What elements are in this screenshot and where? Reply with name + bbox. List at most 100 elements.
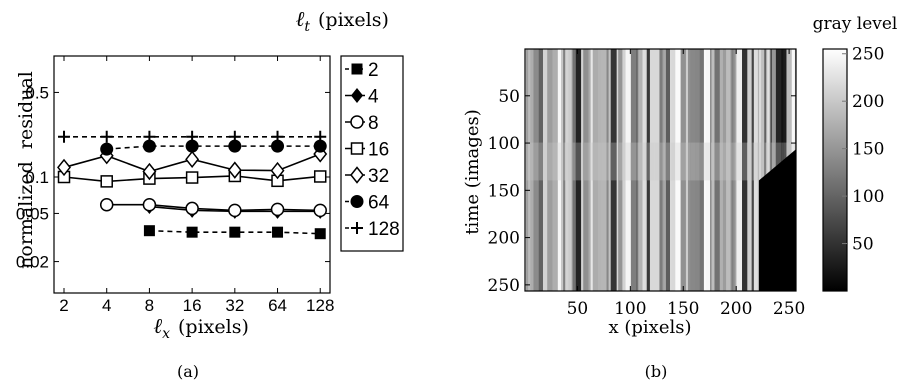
panel-a-y-tick-labels: 0.02 0.05 0.1 0.5 [16,83,49,271]
image-column-band [583,142,587,181]
image-column-band [586,142,589,181]
image-column-band [616,142,618,181]
image-column-band [547,142,553,181]
image-column-band [654,142,660,181]
data-point [314,130,327,143]
image-column-band [601,142,607,181]
y-tick-label: 0.02 [16,253,49,272]
image-column-band [770,142,772,181]
colorbar-tick-label: 250 [852,45,884,65]
data-point [185,150,200,169]
black-region [758,149,796,291]
data-point [58,130,71,143]
panel-b-ticks: 50 100 150 200 250 50 100 150 200 250 [488,49,805,319]
series-line [106,203,321,212]
image-column-band [528,142,531,181]
caption-b: (b) [645,362,668,381]
data-point [351,88,363,103]
image-column-band [630,142,637,181]
image-column-band [637,142,639,181]
image-column-band [571,142,573,181]
x-tick-label: 64 [268,296,287,315]
data-point [313,203,327,218]
y-tick-label: 250 [488,276,520,296]
series-line [106,145,321,150]
colorbar-label: gray level [813,14,898,34]
image-column-band [644,142,648,181]
image-column-band [557,142,562,181]
image-column-band [752,142,754,181]
image-column-band [525,142,527,181]
data-point [271,130,284,143]
data-point [186,130,199,143]
image-column-band [617,142,619,181]
x-tick-label: 150 [667,299,699,319]
y-tick-label: 100 [488,134,520,154]
x-tick-label: 2 [59,296,68,315]
data-point [350,115,364,129]
x-tick-label: 8 [145,296,154,315]
image-column-band [581,142,584,181]
image-column-band [636,142,638,181]
data-point [99,197,114,212]
data-point [351,63,363,75]
legend-label: 16 [368,140,389,161]
data-point [270,161,285,180]
panel-a-series [57,130,328,240]
image-column-band [771,142,777,181]
series-8 [99,197,327,218]
image-column-band [757,142,760,181]
image-column-band [714,142,721,181]
image-column-band [761,142,765,181]
colorbar-tick-label: 200 [852,92,884,112]
image-column-band [751,142,753,181]
image-column-band [670,142,672,181]
panel-a-x-axis-unit: (pixels) [178,316,249,338]
image-column-band [662,142,666,181]
colorbar-ticks: 50 100 150 200 250 [842,45,884,255]
image-column-band [638,142,643,181]
image-column-band [695,142,700,181]
data-point [100,130,113,143]
legend-label: 8 [368,113,379,134]
colorbar-tick-label: 150 [852,140,884,160]
image-column-band [703,142,707,181]
series-2 [143,225,326,240]
x-tick-label: 50 [567,299,589,319]
data-point [100,142,114,156]
data-point [351,222,363,234]
x-tick-label: 250 [773,299,805,319]
legend: 2 4 8 16 32 64 128 [345,60,400,240]
image-column-band [710,142,712,181]
y-tick-label: 50 [498,87,520,107]
data-point [270,202,285,217]
image-column-band [764,142,767,181]
data-point [142,139,156,153]
image-column-band [742,142,748,181]
legend-entry-128: 128 [345,219,400,240]
legend-entry-4: 4 [345,87,379,108]
panel-b-heatmap: 50 100 150 200 250 50 100 150 200 250 time (image… [462,14,897,381]
legend-entry-8: 8 [345,113,379,134]
legend-entry-32: 32 [345,166,389,187]
image-column-band [530,142,534,181]
image-column-band [722,142,727,181]
panel-a-ticks [54,56,330,293]
image-column-band [568,142,572,181]
legend-title: ℓt [296,7,311,35]
image-column-band [688,142,691,181]
image-column-band [610,142,617,181]
image-column-band [775,142,782,181]
x-tick-label: 16 [183,296,202,315]
legend-label: 32 [368,166,389,187]
image-column-band [736,142,743,181]
image-column-band [726,142,731,181]
image-column-band [680,142,687,181]
y-tick-label: 200 [488,229,520,249]
panel-b-x-axis-label: x (pixels) [609,317,692,338]
image-column-band [664,142,667,181]
series-128 [58,130,327,143]
image-column-band [598,142,602,181]
image-column-band [608,142,612,181]
data-point [350,166,364,184]
